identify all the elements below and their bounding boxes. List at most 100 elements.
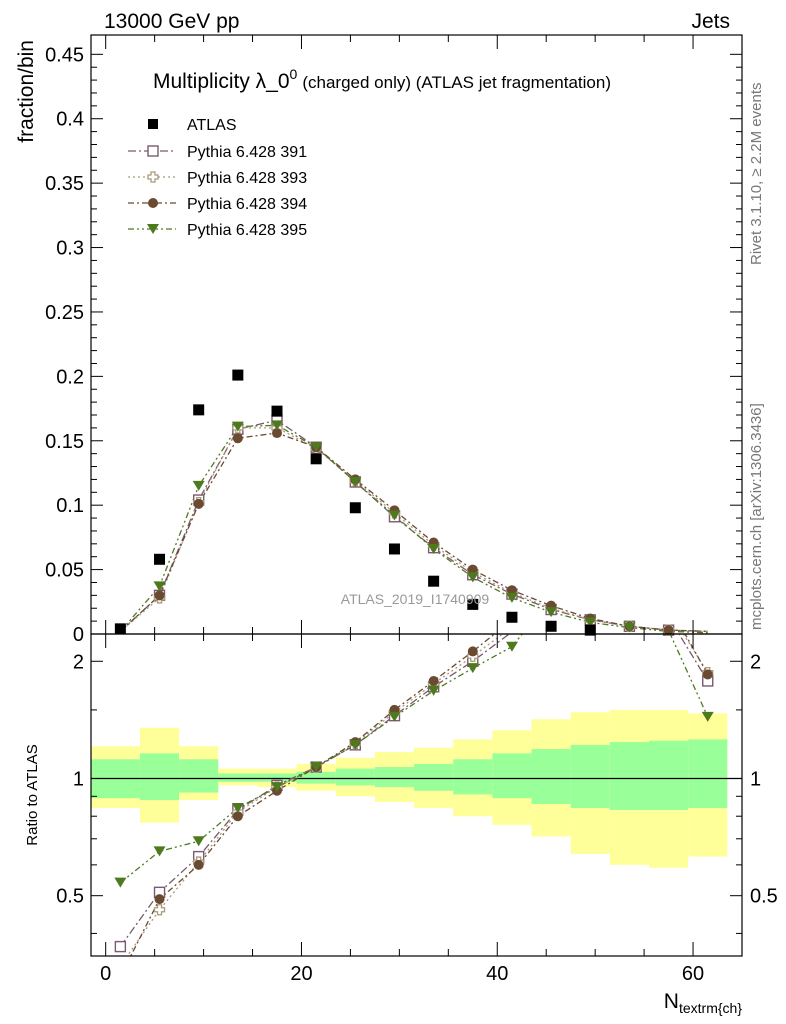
band-inner [649,740,689,810]
uncertainty-bands [91,709,728,868]
data-point [584,624,596,636]
ratio-y-tick-label: 2 [73,651,84,673]
data-point [154,590,165,601]
y-tick-label: 0.25 [45,302,84,324]
header-right: Jets [691,10,730,33]
mcplots-label: mcplots.cern.ch [arXiv:1306.3436] [748,403,765,630]
ratio-point [702,669,713,680]
data-point [428,575,440,587]
main-panel-content [114,369,708,636]
ratio-point [505,641,518,652]
data-point [310,442,323,453]
main-y-axis-label: fraction/bin [15,40,38,143]
legend-marker-391 [147,145,159,157]
legend-entry-395: Pythia 6.428 395 [128,222,307,239]
series-395 [119,424,708,634]
ratio-y-tick-label: 0.5 [56,886,84,908]
ratio-y-tick-label-right: 0.5 [750,886,778,908]
data-point [388,543,400,555]
ratio-line [126,634,709,956]
legend-label-atlas: ATLAS [187,117,237,134]
series-line [119,424,708,634]
main-x-ticks [105,35,694,634]
y-tick-label: 0.45 [45,44,84,66]
ratio-line [130,634,709,956]
legend-marker-395 [147,224,159,234]
data-point [427,543,440,554]
ratio-y-ticks: 0.5 0.5 1 1 2 2 [56,651,778,934]
y-tick-label: 0.05 [45,560,84,582]
data-point [388,510,401,521]
data-point [349,476,362,487]
ratio-line [119,634,709,947]
ratio-point [231,802,244,813]
y-tick-label: 0.3 [56,238,84,260]
band-inner [570,744,610,808]
data-point [506,611,518,623]
x-tick-label: 20 [290,963,312,985]
y-tick-label: 0.35 [45,173,84,195]
data-point [467,598,479,610]
data-point [232,433,243,444]
data-point [153,581,166,592]
data-point [466,572,479,583]
rivet-label: Rivet 3.1.10, ≥ 2.2M events [748,83,765,266]
ratio-point [154,894,165,905]
watermark: ATLAS_2019_I1740909 [341,591,490,607]
data-point [663,625,674,636]
band-inner [257,773,297,782]
legend-entry-394: Pythia 6.428 394 [128,196,307,213]
data-point [271,405,283,417]
data-point [584,617,597,628]
data-point [623,622,636,633]
main-panel: 0 0.05 0.1 0.15 0.2 0.25 0.3 0.35 0.4 0.45 fracti… [15,34,743,646]
data-point [272,428,282,439]
y-tick-label: 0.1 [56,495,84,517]
data-point [154,553,166,565]
markers-atlas [114,369,596,636]
ratio-point [701,711,714,722]
band-inner [139,753,180,801]
main-y-ticks: 0 0.05 0.1 0.15 0.2 0.25 0.3 0.35 0.4 0.45 [45,44,742,646]
ratio-line [119,634,709,884]
band-inner [179,759,219,793]
ratio-panel: 0.5 0.5 1 1 2 2 0 20 40 60 Ratio to ATLAS Ntextr… [24,633,778,1016]
chart-title: Multiplicity λ_00 (charged only) (ATLAS j… [153,66,611,93]
data-point [349,502,361,514]
data-point [114,623,126,635]
band-inner [492,753,532,799]
ratio-point [427,685,440,696]
legend-label-394: Pythia 6.428 394 [187,196,307,213]
data-point [545,620,557,632]
legend-marker-atlas [148,119,158,129]
ratio-x-ticks: 0 20 40 60 [100,634,704,985]
markers-395 [153,420,636,633]
ratio-point [467,646,478,657]
ratio-panel-frame [90,633,743,957]
data-point [193,498,204,509]
series-line [119,427,708,633]
ratio-point [310,762,323,773]
ratio-point [153,846,166,857]
header-left: 13000 GeV pp [104,10,239,33]
ratio-y-tick-label: 1 [73,768,84,790]
data-point [193,404,205,416]
data-point [232,369,244,381]
band-inner [374,767,415,788]
ratio-point [114,940,127,953]
x-axis-label-sub: textrm{ch} [679,1000,742,1016]
band-inner [296,771,336,784]
ratio-point [114,877,127,888]
y-tick-label: 0 [73,624,84,646]
ratio-point [153,904,166,916]
band-inner [531,749,571,804]
legend-entry-393: Pythia 6.428 393 [128,170,307,187]
ratio-y-tick-label-right: 2 [750,651,761,673]
ratio-point [428,675,439,686]
ratio-series [114,634,714,956]
series-394 [119,432,708,633]
ratio-point [349,739,362,750]
legend-marker-394 [148,198,158,208]
legend-marker-393 [147,171,159,183]
